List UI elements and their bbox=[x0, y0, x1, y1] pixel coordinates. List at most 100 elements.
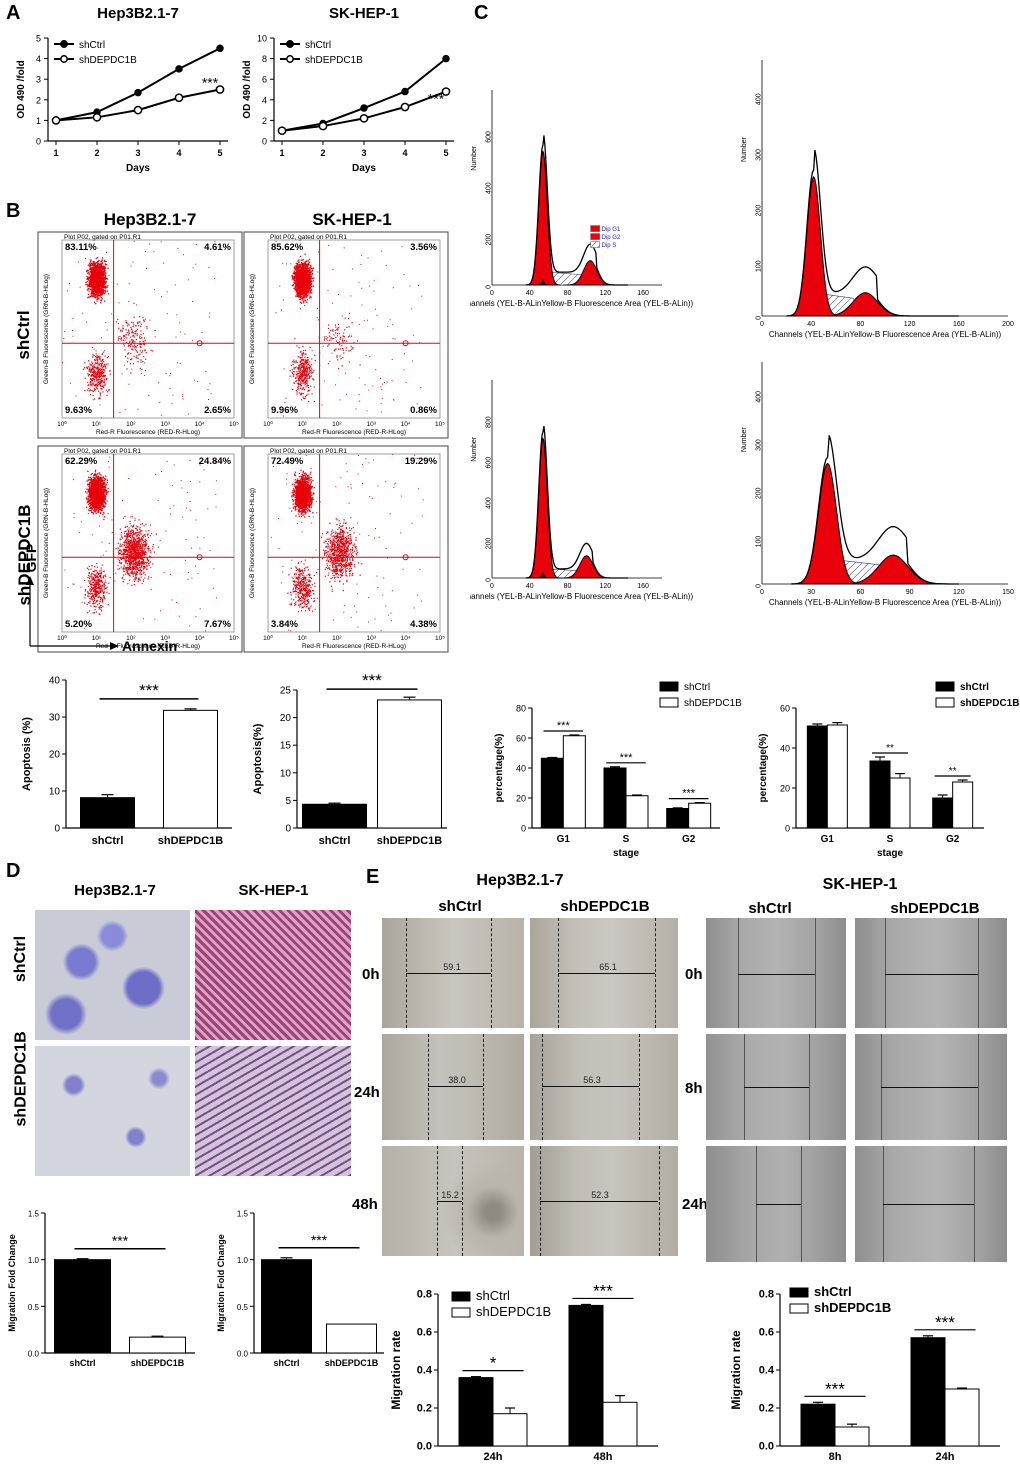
dot bbox=[101, 362, 103, 364]
dot bbox=[134, 349, 137, 351]
flow-x-tick-label: 10² bbox=[126, 421, 136, 428]
dot bbox=[301, 382, 303, 384]
dot bbox=[90, 385, 92, 387]
dot bbox=[99, 275, 101, 277]
dot bbox=[90, 282, 93, 284]
dot bbox=[307, 375, 309, 377]
dot bbox=[104, 350, 106, 352]
dot bbox=[88, 279, 90, 281]
dot bbox=[101, 377, 103, 380]
dot bbox=[305, 370, 307, 372]
dot bbox=[141, 350, 144, 352]
dot bbox=[101, 269, 104, 271]
dot bbox=[291, 276, 294, 278]
dot bbox=[98, 277, 100, 279]
dot bbox=[143, 341, 145, 343]
dot bbox=[94, 277, 96, 279]
dot bbox=[96, 368, 98, 370]
dot bbox=[337, 342, 339, 344]
dot bbox=[296, 291, 298, 294]
dot bbox=[99, 491, 101, 494]
dot bbox=[300, 360, 302, 362]
dot bbox=[308, 261, 311, 263]
dot bbox=[94, 265, 97, 267]
dot bbox=[104, 269, 106, 271]
flow-x-tick-label: 10³ bbox=[160, 421, 170, 428]
dot bbox=[120, 330, 122, 332]
dot bbox=[94, 358, 96, 361]
dot bbox=[104, 267, 107, 269]
dot bbox=[309, 292, 311, 294]
dot bbox=[303, 368, 305, 371]
dot bbox=[97, 273, 100, 275]
dot bbox=[334, 330, 336, 332]
dot bbox=[337, 359, 339, 361]
dot bbox=[99, 278, 102, 280]
dot bbox=[300, 394, 302, 396]
dot bbox=[295, 282, 297, 285]
dot bbox=[163, 262, 165, 264]
dot bbox=[303, 377, 306, 379]
dot bbox=[293, 266, 295, 269]
dot bbox=[92, 271, 95, 273]
dot bbox=[303, 302, 305, 304]
dot bbox=[95, 284, 97, 286]
dot bbox=[139, 346, 141, 348]
dot bbox=[125, 320, 127, 322]
dot bbox=[297, 366, 299, 368]
dot bbox=[91, 380, 93, 382]
dot bbox=[308, 294, 310, 296]
dot bbox=[171, 402, 173, 404]
dot bbox=[307, 360, 309, 362]
dot bbox=[92, 287, 95, 289]
dot bbox=[201, 332, 203, 334]
dot bbox=[93, 366, 95, 369]
dot bbox=[303, 296, 305, 298]
dot bbox=[297, 367, 299, 369]
dot bbox=[100, 293, 102, 295]
dot bbox=[97, 289, 99, 291]
dot bbox=[306, 289, 308, 291]
dot bbox=[304, 349, 307, 352]
flow-x-tick-label: 10⁴ bbox=[195, 421, 205, 428]
dot bbox=[117, 323, 119, 325]
dot bbox=[99, 376, 101, 378]
dot bbox=[310, 371, 313, 373]
dot bbox=[305, 273, 307, 275]
dot bbox=[308, 364, 310, 366]
dot bbox=[87, 375, 90, 377]
dot bbox=[296, 271, 298, 273]
dot bbox=[125, 321, 127, 324]
dot bbox=[102, 272, 104, 275]
dot bbox=[103, 271, 105, 274]
dot bbox=[95, 268, 97, 270]
dot bbox=[95, 356, 97, 358]
data-point bbox=[92, 112, 102, 122]
dot bbox=[93, 275, 96, 277]
dot bbox=[303, 379, 305, 381]
dot bbox=[299, 364, 301, 366]
dot bbox=[125, 329, 127, 331]
dot bbox=[302, 270, 304, 273]
dot bbox=[195, 263, 197, 265]
dot bbox=[95, 281, 97, 283]
dot bbox=[305, 377, 307, 380]
flow-x-axis-label: Red-R Fluorescence (RED-R-HLog) bbox=[302, 429, 406, 436]
dot bbox=[302, 292, 305, 294]
dot bbox=[134, 345, 136, 348]
dot bbox=[98, 363, 100, 366]
dot bbox=[118, 302, 120, 304]
dot bbox=[301, 355, 304, 357]
dot bbox=[368, 389, 370, 391]
dot bbox=[93, 295, 95, 297]
dot bbox=[75, 395, 77, 397]
dot bbox=[101, 279, 103, 281]
dot bbox=[94, 376, 96, 378]
dot bbox=[305, 263, 307, 266]
dot bbox=[86, 284, 88, 286]
dot bbox=[85, 283, 87, 286]
dot bbox=[297, 270, 299, 272]
dot bbox=[305, 386, 307, 388]
dot bbox=[120, 338, 123, 340]
